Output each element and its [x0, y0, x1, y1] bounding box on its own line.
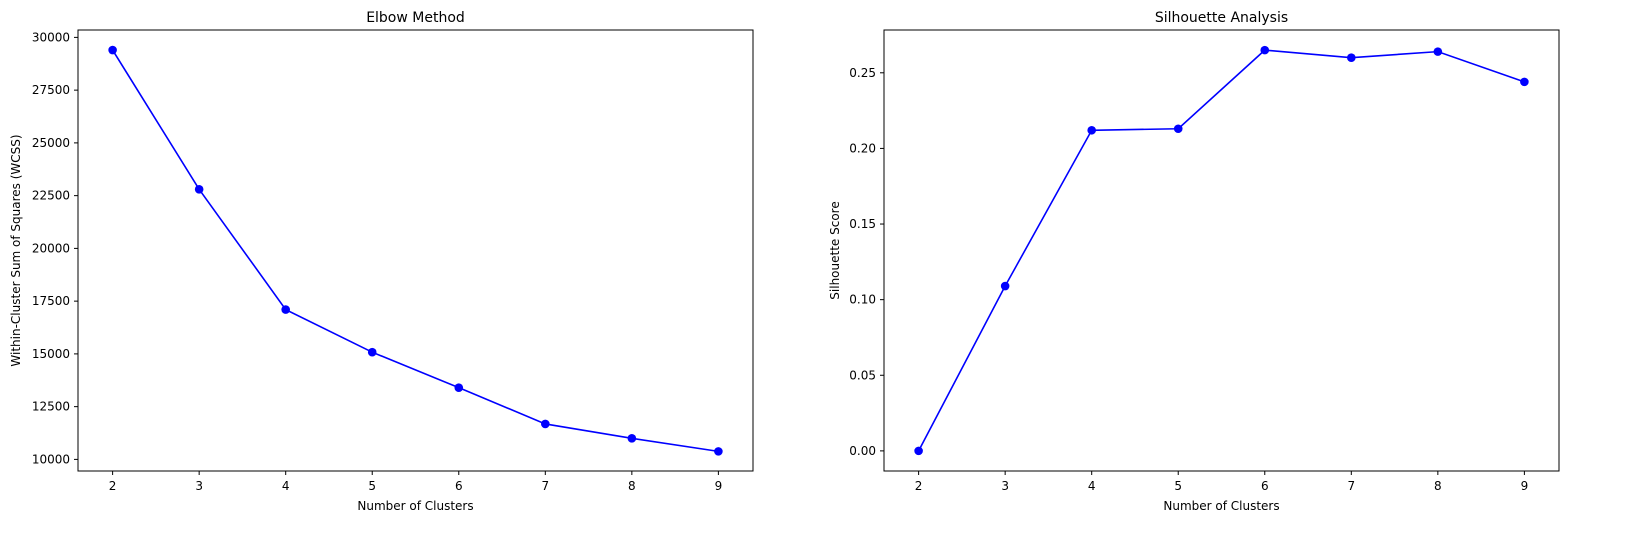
- y-tick-label: 27500: [32, 83, 70, 97]
- y-tick-label: 10000: [32, 452, 70, 466]
- y-tick-label: 22500: [32, 189, 70, 203]
- x-tick-label: 3: [1001, 479, 1009, 493]
- x-tick-label: 6: [455, 479, 463, 493]
- y-tick-label: 30000: [32, 30, 70, 44]
- silhouette-analysis-chart: Silhouette Analysis 2 3 4 5 6 7 8 9 0.00 0.05 0.10 0…: [828, 10, 1560, 513]
- y-tick-label: 0.20: [849, 141, 876, 155]
- data-point: [108, 45, 117, 55]
- chart-title: Elbow Method: [366, 10, 465, 26]
- y-tick-label: 17500: [32, 294, 70, 308]
- x-tick-label: 9: [1521, 479, 1529, 493]
- x-tick-label: 2: [915, 479, 923, 493]
- data-point: [1520, 77, 1529, 87]
- data-point: [541, 419, 550, 429]
- x-tick-label: 5: [368, 479, 376, 493]
- x-tick-label: 9: [715, 479, 723, 493]
- x-tick-label: 3: [195, 479, 203, 493]
- y-axis-label: Within-Cluster Sum of Squares (WCSS): [9, 134, 23, 366]
- x-tick-label: 7: [1347, 479, 1355, 493]
- x-tick-label: 7: [541, 479, 549, 493]
- y-axis-label: Silhouette Score: [828, 201, 842, 299]
- x-axis-label: Number of Clusters: [357, 499, 473, 513]
- y-tick-label: 0.10: [849, 293, 876, 307]
- plot-frame: [77, 29, 754, 472]
- plot-frame: [883, 29, 1560, 472]
- x-tick-label: 2: [109, 479, 117, 493]
- x-tick-label: 4: [282, 479, 290, 493]
- data-point: [454, 383, 464, 392]
- data-point: [1433, 47, 1443, 56]
- data-point: [1347, 53, 1356, 62]
- x-tick-label: 5: [1174, 479, 1182, 493]
- data-point: [1260, 45, 1270, 55]
- series-line: [111, 49, 719, 453]
- y-tick-label: 25000: [32, 136, 70, 150]
- data-point: [714, 447, 723, 456]
- y-tick-label: 0.15: [849, 217, 876, 231]
- data-point: [1000, 281, 1010, 291]
- x-axis-label: Number of Clusters: [1163, 499, 1279, 513]
- x-tick-label: 8: [1434, 479, 1442, 493]
- x-tick-label: 6: [1261, 479, 1269, 493]
- data-point: [281, 305, 290, 314]
- data-point: [1173, 124, 1183, 134]
- data-point: [627, 433, 637, 443]
- y-tick-label: 0.00: [849, 444, 876, 458]
- series-line: [917, 49, 1525, 452]
- data-point: [1087, 125, 1096, 135]
- chart-title: Silhouette Analysis: [1155, 10, 1288, 26]
- x-tick-label: 4: [1088, 479, 1096, 493]
- y-tick-label: 0.05: [849, 368, 876, 382]
- data-point: [194, 185, 204, 194]
- y-tick-label: 0.25: [849, 66, 876, 80]
- y-tick-label: 15000: [32, 347, 70, 361]
- x-tick-label: 8: [628, 479, 636, 493]
- y-tick-label: 12500: [32, 400, 70, 414]
- data-point: [367, 347, 377, 357]
- data-point: [914, 446, 923, 456]
- y-tick-label: 20000: [32, 241, 70, 255]
- elbow-method-chart: Elbow Method 2 3 4 5 6 7 8 9 10000 12500 15000 17500…: [9, 10, 754, 513]
